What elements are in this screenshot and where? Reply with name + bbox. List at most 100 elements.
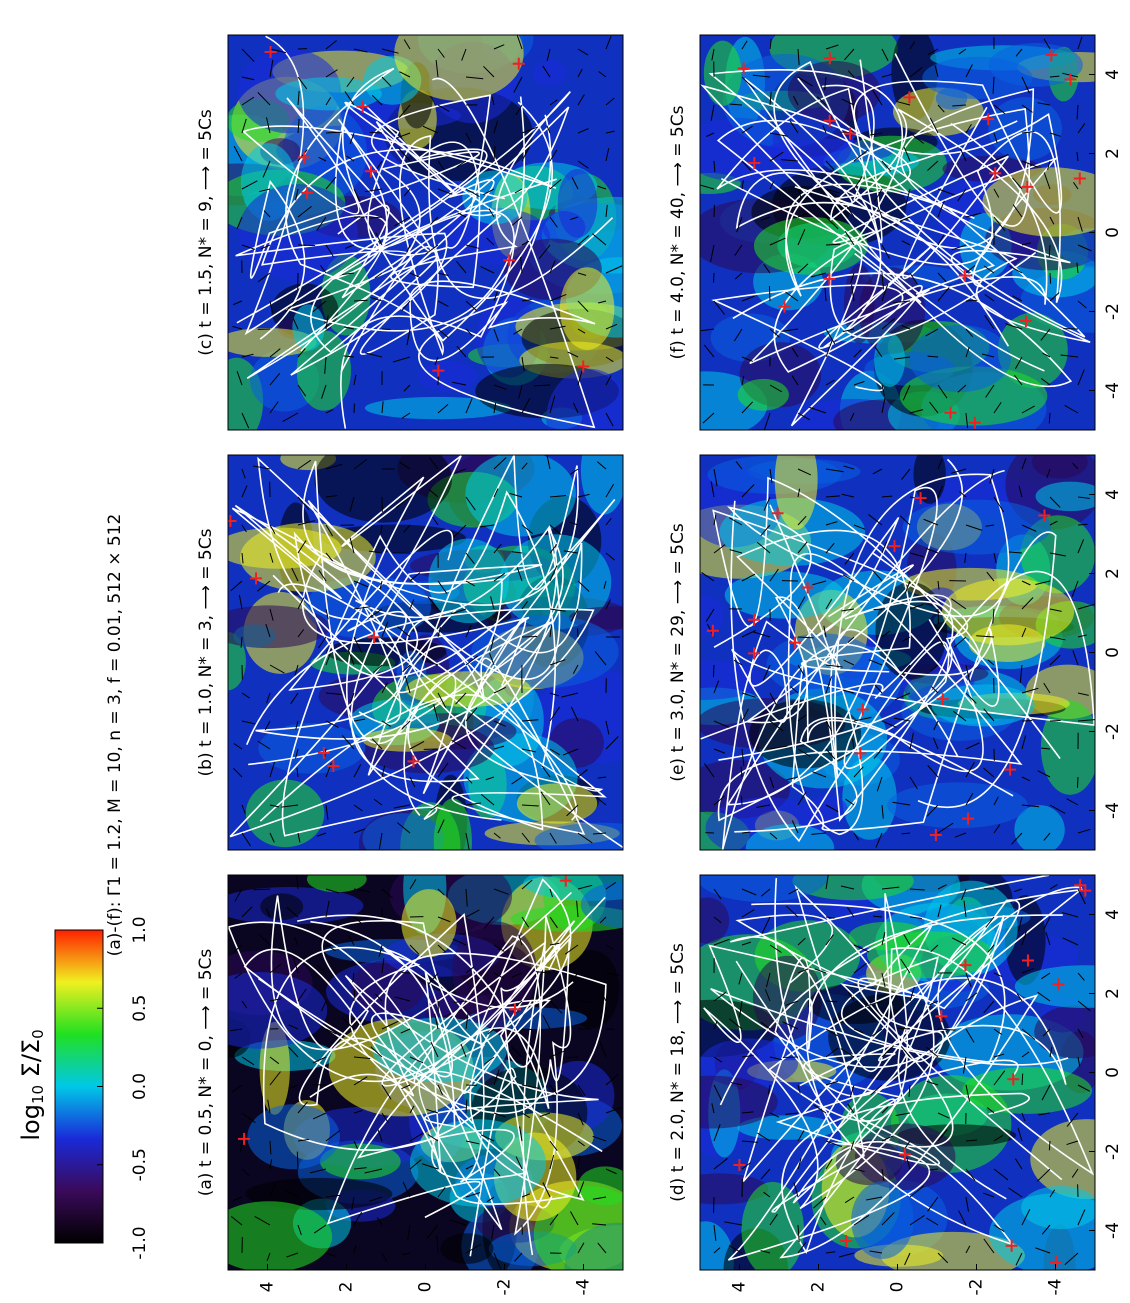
velocity-arrow (1041, 972, 1051, 980)
velocity-arrow (713, 1056, 723, 1063)
velocity-arrow (993, 496, 1005, 513)
velocity-arrow (430, 804, 439, 811)
velocity-arrow (1037, 770, 1051, 778)
velocity-arrow (1018, 485, 1023, 498)
velocity-arrow (549, 1084, 558, 1095)
velocity-arrow (294, 937, 299, 946)
velocity-arrow (241, 804, 246, 814)
velocity-arrow (427, 1134, 439, 1142)
velocity-arrow (546, 125, 551, 134)
velocity-arrow (853, 766, 864, 778)
velocity-arrow (515, 104, 523, 116)
velocity-arrow (927, 355, 939, 358)
density-blob (1031, 455, 1088, 479)
velocity-arrow (797, 212, 809, 218)
velocity-arrow (701, 572, 715, 582)
velocity-arrow (965, 64, 973, 78)
velocity-arrow (1021, 1112, 1026, 1122)
velocity-arrow (269, 998, 281, 1002)
velocity-arrow (760, 888, 771, 897)
velocity-arrow (864, 1000, 883, 1008)
velocity-arrow (985, 524, 995, 527)
velocity-arrow (570, 216, 579, 221)
velocity-arrow (262, 160, 271, 178)
velocity-arrow (1049, 1189, 1056, 1198)
velocity-arrow (713, 938, 730, 946)
velocity-arrow (713, 300, 725, 315)
velocity-arrow (241, 118, 247, 134)
velocity-arrow (605, 736, 619, 750)
velocity-arrow (480, 266, 495, 274)
velocity-arrow (230, 1216, 243, 1226)
velocity-arrow (713, 795, 725, 806)
velocity-arrow (909, 132, 925, 144)
velocity-arrow (549, 565, 558, 582)
velocity-arrow (927, 160, 939, 171)
velocity-arrow (577, 832, 593, 844)
velocity-arrow (342, 272, 355, 275)
contour (277, 583, 607, 835)
velocity-arrow (899, 216, 911, 222)
velocity-arrow (465, 398, 473, 414)
velocity-arrow (452, 381, 467, 386)
velocity-arrow (1021, 687, 1039, 694)
velocity-arrow (965, 412, 969, 428)
velocity-arrow (850, 1140, 855, 1151)
velocity-arrow (841, 493, 855, 498)
velocity-arrow (900, 1046, 911, 1058)
velocity-arrow (465, 1140, 480, 1145)
velocity-arrow (465, 300, 477, 311)
contour (711, 156, 1059, 392)
velocity-arrow (428, 457, 439, 470)
velocity-arrow (741, 708, 749, 722)
velocity-arrow (316, 216, 327, 231)
tick-label: -2 (1103, 1143, 1123, 1160)
velocity-arrow (769, 468, 773, 484)
velocity-arrow (592, 1135, 607, 1142)
velocity-arrow (493, 1112, 506, 1118)
velocity-arrow (710, 244, 715, 262)
velocity-arrow (353, 1211, 363, 1226)
velocity-arrow (465, 244, 480, 249)
velocity-arrow (516, 567, 523, 582)
velocity-arrow (908, 1084, 911, 1097)
panel-label: (b) t = 1.0, N* = 3, ⟶ = 5Cs (196, 528, 216, 776)
tick-label: 2 (337, 1282, 357, 1293)
velocity-arrow (493, 457, 507, 470)
velocity-arrow (825, 1047, 839, 1058)
velocity-arrow (853, 349, 862, 358)
velocity-arrow (1049, 496, 1061, 508)
velocity-arrow (597, 776, 607, 779)
velocity-arrow (240, 636, 243, 648)
velocity-arrow (241, 48, 255, 63)
velocity-arrow (571, 177, 579, 190)
density-blob (1030, 1119, 1095, 1200)
velocity-arrow (1041, 1224, 1051, 1235)
velocity-arrow (847, 1103, 855, 1114)
velocity-arrow (825, 44, 839, 50)
sink-particle (936, 693, 949, 706)
velocity-arrow (791, 347, 799, 358)
velocity-arrow (493, 832, 501, 839)
velocity-arrow (241, 1168, 250, 1177)
velocity-arrow (769, 568, 779, 582)
colorbar-tick-label: -1.0 (130, 1226, 150, 1259)
velocity-arrow (325, 463, 343, 470)
velocity-arrow (230, 1028, 243, 1032)
velocity-arrow (782, 1021, 799, 1030)
velocity-arrow (900, 958, 911, 974)
velocity-arrow (353, 1056, 371, 1059)
velocity-arrow (353, 188, 361, 203)
velocity-arrow (791, 820, 799, 834)
velocity-arrow (965, 1084, 971, 1102)
velocity-arrow (232, 325, 243, 330)
velocity-arrow (825, 1158, 833, 1170)
velocity-arrow (269, 1071, 281, 1086)
velocity-arrow (241, 720, 256, 725)
velocity-arrow (241, 353, 254, 358)
velocity-arrow (741, 375, 745, 386)
velocity-arrow (596, 461, 607, 470)
velocity-arrow (465, 580, 476, 587)
velocity-arrow (404, 675, 411, 694)
velocity-arrow (465, 188, 480, 197)
